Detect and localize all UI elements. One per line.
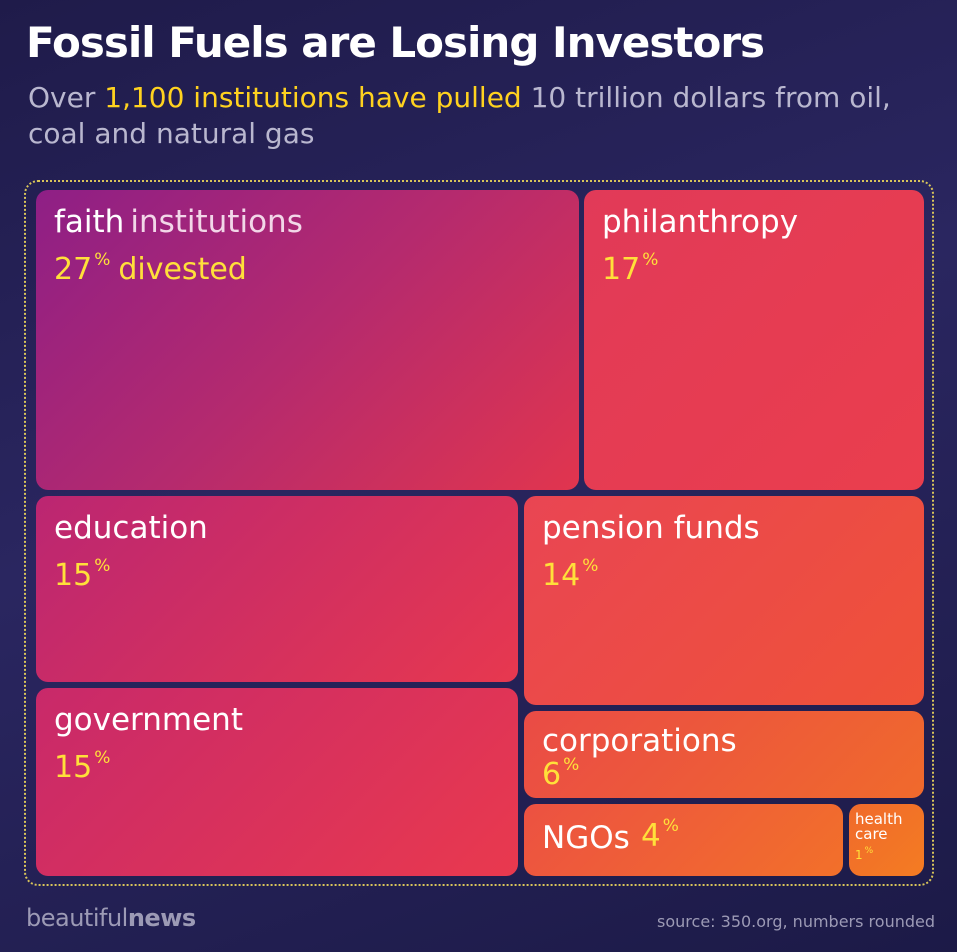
brand-logo: beautifulnews [26,904,196,932]
tile-label: education [54,510,208,546]
tile-label: pension funds [542,510,760,546]
value-number: 15 [54,750,93,785]
tile-value: 15% [54,556,111,593]
brand-light: beautiful [26,904,128,932]
tile-value: 17% [602,250,659,287]
tile-value: 15% [54,748,111,785]
tile-government: government 15% [36,688,518,876]
treemap-frame [24,180,934,886]
tile-label: government [54,702,243,738]
value-number: 6 [542,757,562,792]
tile-label: health care [855,810,903,843]
tile-label: philanthropy [602,204,799,240]
value-number: 15 [54,558,93,593]
tile-value: 4% [641,816,679,854]
percent-sign: % [582,556,599,576]
subtitle-highlight: 1,100 institutions have pulled [104,81,522,114]
tile-philanthropy: philanthropy 17% [584,190,924,490]
tile-value: 1% [855,846,874,862]
value-number: 1 [855,848,863,862]
percent-sign: % [94,556,111,576]
tile-label: NGOs [542,820,630,856]
tile-education: education 15% [36,496,518,682]
chart-subtitle: Over 1,100 institutions have pulled 10 t… [28,80,908,152]
value-number: 14 [542,558,581,593]
tile-pension-funds: pension funds 14% [524,496,924,705]
tile-label: faith institutions [54,204,303,240]
label-faith: faith [54,204,125,240]
subtitle-post: 10 trillion dollars from oil, coal and n… [28,81,891,150]
percent-sign: % [864,846,874,856]
tile-faith-institutions: faith institutions 27% divested [36,190,579,490]
label-institutions: institutions [130,204,303,240]
tile-value: 27% divested [54,250,247,287]
value-suffix: divested [118,252,247,287]
value-number: 4 [641,818,661,854]
source-note: source: 350.org, numbers rounded [657,912,935,931]
tile-ngos: NGOs 4% [524,804,843,876]
chart-title: Fossil Fuels are Losing Investors [26,18,765,67]
percent-sign: % [642,250,659,270]
percent-sign: % [94,250,111,270]
tile-value: 6% [542,755,580,792]
tile-corporations: corporations 6% [524,711,924,798]
value-number: 17 [602,252,641,287]
percent-sign: % [94,748,111,768]
tile-value: 14% [542,556,599,593]
tile-health-care: health care 1% [849,804,924,876]
tile-label: corporations [542,723,737,759]
brand-bold: news [127,904,196,932]
percent-sign: % [662,816,679,836]
value-number: 27 [54,252,93,287]
percent-sign: % [563,755,580,775]
subtitle-pre: Over [28,81,105,114]
